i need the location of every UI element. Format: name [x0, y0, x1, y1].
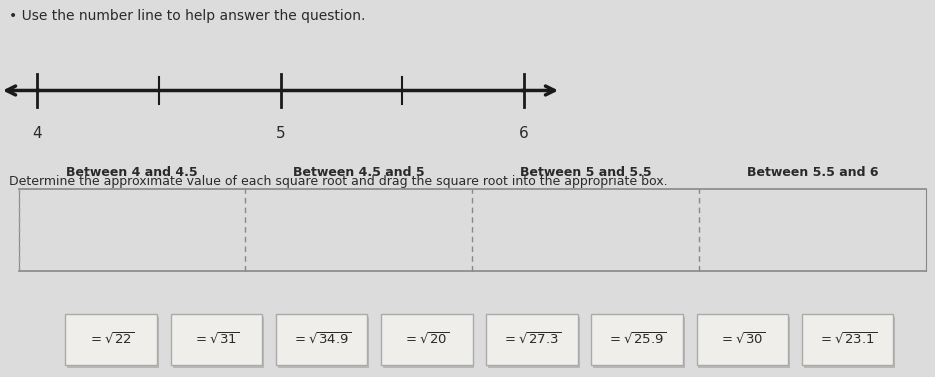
- Text: $= \sqrt{22}$: $= \sqrt{22}$: [88, 332, 135, 347]
- FancyBboxPatch shape: [278, 317, 369, 368]
- Text: $= \sqrt{30}$: $= \sqrt{30}$: [719, 332, 766, 347]
- Text: 5: 5: [276, 126, 285, 141]
- Text: Between 5.5 and 6: Between 5.5 and 6: [746, 166, 878, 179]
- FancyBboxPatch shape: [594, 317, 684, 368]
- FancyBboxPatch shape: [172, 317, 264, 368]
- FancyBboxPatch shape: [381, 314, 472, 365]
- Text: 4: 4: [33, 126, 42, 141]
- Text: $= \sqrt{25.9}$: $= \sqrt{25.9}$: [608, 332, 667, 347]
- Text: $= \sqrt{23.1}$: $= \sqrt{23.1}$: [818, 332, 877, 347]
- FancyBboxPatch shape: [592, 314, 683, 365]
- FancyBboxPatch shape: [803, 317, 895, 368]
- FancyBboxPatch shape: [67, 317, 159, 368]
- Text: Between 5 and 5.5: Between 5 and 5.5: [520, 166, 652, 179]
- FancyBboxPatch shape: [488, 317, 580, 368]
- Text: Determine the approximate value of each square root and drag the square root int: Determine the approximate value of each …: [9, 175, 668, 188]
- FancyBboxPatch shape: [486, 314, 578, 365]
- FancyBboxPatch shape: [801, 314, 893, 365]
- FancyBboxPatch shape: [276, 314, 367, 365]
- FancyBboxPatch shape: [383, 317, 474, 368]
- Text: 6: 6: [519, 126, 528, 141]
- Text: Between 4 and 4.5: Between 4 and 4.5: [66, 166, 198, 179]
- FancyBboxPatch shape: [697, 314, 788, 365]
- Text: $= \sqrt{34.9}$: $= \sqrt{34.9}$: [292, 332, 352, 347]
- FancyBboxPatch shape: [170, 314, 262, 365]
- FancyBboxPatch shape: [65, 314, 157, 365]
- Text: $= \sqrt{27.3}$: $= \sqrt{27.3}$: [502, 332, 562, 347]
- FancyBboxPatch shape: [698, 317, 790, 368]
- Text: $= \sqrt{20}$: $= \sqrt{20}$: [403, 332, 450, 347]
- Text: $= \sqrt{31}$: $= \sqrt{31}$: [193, 332, 239, 347]
- Text: Between 4.5 and 5: Between 4.5 and 5: [293, 166, 424, 179]
- Text: • Use the number line to help answer the question.: • Use the number line to help answer the…: [9, 9, 366, 23]
